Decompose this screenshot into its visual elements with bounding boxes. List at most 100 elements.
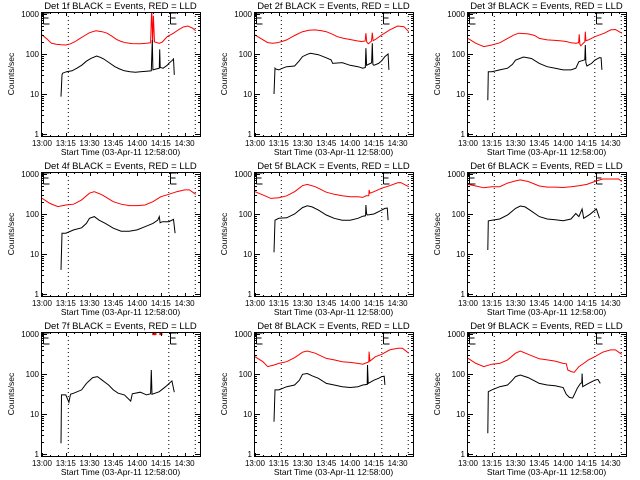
y-tick-label: 10 xyxy=(456,410,465,419)
y-tick-label: 100 xyxy=(239,50,253,59)
series-lld-line xyxy=(467,28,622,48)
y-axis-label: Counts/sec xyxy=(432,372,442,415)
x-tick-label: 13:30 xyxy=(80,299,101,308)
x-tick-label: 13:00 xyxy=(32,299,53,308)
x-tick-label: 14:00 xyxy=(553,299,574,308)
x-tick-label: 14:30 xyxy=(601,459,622,468)
x-tick-label: 14:15 xyxy=(364,299,385,308)
y-tick-label: 1 xyxy=(35,290,40,299)
x-tick-label: 14:15 xyxy=(577,139,598,148)
series-group xyxy=(467,349,622,434)
x-tick-label: 13:45 xyxy=(103,459,124,468)
series-lld-line xyxy=(254,25,410,45)
x-tick-label: 13:30 xyxy=(293,299,314,308)
x-tick-label: 14:15 xyxy=(364,139,385,148)
plot-title: Det 4f BLACK = Events, RED = LLD xyxy=(44,161,197,172)
y-tick-label: 100 xyxy=(239,210,253,219)
y-tick-label: 1000 xyxy=(447,170,465,179)
y-tick-label: 1000 xyxy=(21,330,39,339)
panel-det-7: Det 7f BLACK = Events, RED = LLD 1 10 100 10… xyxy=(6,321,201,477)
x-tick-label: 13:00 xyxy=(245,139,266,148)
x-tick-label: 14:30 xyxy=(388,139,409,148)
plot-title: Det 5f BLACK = Events, RED = LLD xyxy=(257,161,410,172)
x-tick-label: 14:30 xyxy=(388,299,409,308)
x-tick-label: 13:00 xyxy=(32,459,53,468)
plot-title: Det 9f BLACK = Events, RED = LLD xyxy=(470,321,623,332)
series-lld-line xyxy=(467,178,623,189)
y-tick-label: 100 xyxy=(26,50,40,59)
x-tick-label: 13:30 xyxy=(506,459,527,468)
x-tick-label: 14:00 xyxy=(340,139,361,148)
y-tick-label: 1 xyxy=(461,290,466,299)
series-events-line xyxy=(60,214,176,270)
y-tick-label: 100 xyxy=(239,370,253,379)
x-tick-label: 14:00 xyxy=(340,459,361,468)
x-tick-label: 13:15 xyxy=(56,299,77,308)
panel-det-3: Det 3f BLACK = Events, RED = LLD 1 10 100 10… xyxy=(432,1,627,157)
x-tick-label: 14:00 xyxy=(127,299,148,308)
x-tick-label: 14:30 xyxy=(388,459,409,468)
x-tick-label: 13:30 xyxy=(293,139,314,148)
x-tick-label: 13:45 xyxy=(316,459,337,468)
panel-det-2: Det 2f BLACK = Events, RED = LLD 1 10 100 10… xyxy=(219,1,414,157)
x-axis-label: Start Time (03-Apr-11 12:58:00) xyxy=(487,467,607,477)
x-tick-label: 13:15 xyxy=(482,299,503,308)
x-tick-label: 13:00 xyxy=(458,139,479,148)
x-axis-label: Start Time (03-Apr-11 12:58:00) xyxy=(61,467,181,477)
y-tick-label: 100 xyxy=(452,210,466,219)
x-tick-label: 13:45 xyxy=(316,139,337,148)
series-group xyxy=(41,189,196,270)
x-tick-label: 13:30 xyxy=(506,299,527,308)
x-tick-label: 14:15 xyxy=(577,459,598,468)
panel-det-6: Det 6f BLACK = Events, RED = LLD 1 10 100 10… xyxy=(432,161,627,317)
y-axis-label: Counts/sec xyxy=(219,212,229,255)
x-tick-label: 13:15 xyxy=(482,459,503,468)
series-lld-line xyxy=(467,349,622,373)
y-tick-label: 10 xyxy=(30,410,39,419)
x-axis-label: Start Time (03-Apr-11 12:58:00) xyxy=(274,147,394,157)
y-axis-label: Counts/sec xyxy=(432,212,442,255)
panel-det-4: Det 4f BLACK = Events, RED = LLD 1 10 100 10… xyxy=(6,161,201,317)
plot-title: Det 3f BLACK = Events, RED = LLD xyxy=(470,1,623,12)
y-tick-label: 1 xyxy=(248,290,253,299)
x-axis-label: Start Time (03-Apr-11 12:58:00) xyxy=(274,467,394,477)
y-tick-label: 1 xyxy=(461,450,466,459)
plot-title: Det 7f BLACK = Events, RED = LLD xyxy=(44,321,197,332)
x-tick-label: 13:00 xyxy=(458,299,479,308)
y-tick-label: 1 xyxy=(248,450,253,459)
y-tick-label: 1 xyxy=(461,130,466,139)
x-tick-label: 13:45 xyxy=(103,299,124,308)
x-tick-label: 14:15 xyxy=(577,299,598,308)
series-events-line xyxy=(60,369,175,444)
x-tick-label: 13:15 xyxy=(269,139,290,148)
y-axis-label: Counts/sec xyxy=(219,372,229,415)
y-axis-label: Counts/sec xyxy=(6,212,16,255)
x-tick-label: 13:00 xyxy=(458,459,479,468)
series-group xyxy=(254,25,410,95)
series-group xyxy=(467,178,623,251)
x-tick-label: 13:00 xyxy=(245,459,266,468)
series-events-line xyxy=(487,44,603,101)
x-tick-label: 13:30 xyxy=(293,459,314,468)
series-group xyxy=(467,28,622,101)
series-lld-line xyxy=(254,347,410,368)
y-tick-label: 100 xyxy=(26,210,40,219)
plot-title: Det 2f BLACK = Events, RED = LLD xyxy=(257,1,410,12)
y-tick-label: 10 xyxy=(243,410,252,419)
x-tick-label: 13:45 xyxy=(316,299,337,308)
panel-det-8: Det 8f BLACK = Events, RED = LLD 1 10 100 10… xyxy=(219,321,414,477)
x-tick-label: 14:00 xyxy=(340,299,361,308)
x-tick-label: 13:15 xyxy=(269,299,290,308)
x-tick-label: 13:15 xyxy=(482,139,503,148)
y-tick-label: 10 xyxy=(30,90,39,99)
x-tick-label: 14:00 xyxy=(553,139,574,148)
series-lld-line xyxy=(41,12,197,46)
x-tick-label: 14:15 xyxy=(364,459,385,468)
y-tick-label: 10 xyxy=(243,250,252,259)
y-tick-label: 1000 xyxy=(234,10,252,19)
y-tick-label: 1000 xyxy=(21,170,39,179)
x-tick-label: 13:00 xyxy=(245,299,266,308)
series-events-line xyxy=(273,204,389,253)
x-tick-label: 14:30 xyxy=(175,459,196,468)
